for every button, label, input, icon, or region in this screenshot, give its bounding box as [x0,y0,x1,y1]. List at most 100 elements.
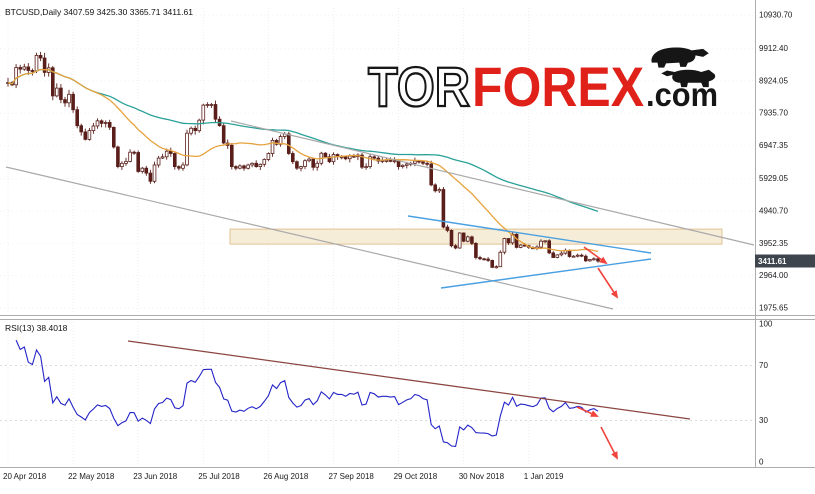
candle-body [160,156,165,159]
candle-body [384,159,389,162]
candle-body [30,70,35,72]
watermark-logo: TOR FOREX .com [367,47,718,119]
candle-body [258,163,263,168]
current-price-badge: 3411.61 [755,254,815,268]
candle-body [246,164,250,169]
candle-body [189,127,193,134]
candle-body [372,156,376,159]
candle-body [164,150,169,158]
candle-body [116,146,120,168]
price-axis-label: 4940.70 [759,207,788,216]
candle-body [368,156,372,168]
rsi-axis-label: 0 [759,458,764,467]
candle-body [71,93,75,111]
candle-body [234,166,238,169]
candle-body [172,153,177,168]
date-axis-label: 25 Jul 2018 [198,472,240,481]
candle-body [360,154,364,168]
candle-body [514,233,519,248]
price-axis-label: 1975.65 [759,304,788,313]
candle-body [181,164,185,169]
candle-body [547,240,551,254]
candle-body [103,122,108,124]
watermark-forex-text: FOREX [472,55,644,118]
candle-body [148,172,153,182]
candle-body [596,258,600,262]
date-axis-label: 27 Sep 2018 [329,472,375,481]
candle-body [22,66,27,70]
candle-body [413,160,417,164]
candle-body [347,155,352,160]
forecast-arrow [583,246,608,265]
candle-body [311,158,315,168]
candle-body [502,238,507,253]
candle-body [465,236,470,242]
candle-body [421,161,425,164]
candle-body [14,67,18,86]
candle-body [193,127,198,132]
candle-body [518,244,523,248]
candle-body [490,259,494,268]
rsi-indicator-layer [0,339,755,460]
candle-body [140,167,145,172]
candle-body [543,240,547,243]
candle-body [38,55,43,59]
candle-body [299,166,303,169]
candle-body [315,162,319,168]
candle-body [470,236,474,244]
date-axis-label: 30 Nov 2018 [459,472,505,481]
price-axis-label: 7935.70 [759,109,788,118]
candle-body [453,245,458,249]
price-axis-label: 3952.35 [759,239,788,248]
candle-body [99,120,104,124]
candle-body [498,251,503,268]
candle-body [461,232,466,242]
candle-body [331,154,336,163]
rsi-label: RSI(13) 38.4018 [5,323,68,333]
bear-icon [651,47,709,68]
candle-body [83,131,88,140]
rsi-trendline [127,340,691,420]
candle-body [26,66,31,71]
candle-body [404,163,409,166]
candle-body [290,153,295,163]
candle-body [433,184,437,192]
price-axis-label: 2964.00 [759,271,788,280]
candle-body [250,162,254,166]
candle-body [124,160,128,164]
candle-body [567,249,572,257]
candle-body [425,162,429,165]
channel-trendline [230,120,755,246]
candle-body [445,226,450,231]
candle-body [579,254,584,257]
candle-body [295,161,299,169]
date-axis-label: 23 Jun 2018 [133,472,178,481]
price-axis-label: 9912.40 [759,44,788,53]
candle-body [209,104,214,106]
candle-body [79,125,84,133]
candle-body [539,240,543,248]
moving-averages-layer [7,68,599,253]
bull-bear-logo [651,47,716,88]
ma-fast-line [7,68,599,253]
candle-body [152,164,157,182]
candle-body [482,258,486,261]
candle-body [242,165,246,169]
candle-body [555,254,560,258]
current-price-badge-bg [755,254,815,268]
candle-body [478,257,482,260]
candle-body [266,153,271,160]
candle-body [107,122,112,128]
candle-body [270,139,275,154]
candle-body [177,166,181,169]
candle-body [63,99,67,104]
candle-body [136,152,141,172]
symbol-ohlc-label: BTCUSD,Daily 3407.59 3425.30 3365.71 341… [5,7,193,17]
candle-body [286,133,291,154]
candle-body [441,189,446,228]
rsi-line [15,339,599,447]
candle-body [156,157,161,166]
candle-body [429,163,433,186]
